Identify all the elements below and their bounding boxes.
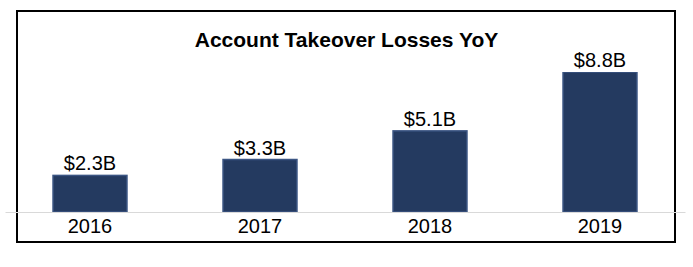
tick: 2018 bbox=[408, 215, 453, 237]
tick-label: 2017 bbox=[238, 215, 283, 237]
bars bbox=[53, 72, 637, 212]
data-label: $2.3B bbox=[64, 152, 116, 174]
data-labels: $2.3B $3.3B $5.1B $8.8B bbox=[64, 49, 626, 174]
tick: 2019 bbox=[578, 215, 623, 237]
bar bbox=[393, 131, 467, 212]
tick-label: 2019 bbox=[578, 215, 623, 237]
bar bbox=[53, 175, 127, 212]
title: Account Takeover Losses YoY bbox=[195, 28, 498, 51]
axis-line bbox=[6, 212, 686, 213]
tick-label: 2018 bbox=[408, 215, 453, 237]
chart: Account Takeover Losses YoY $2.3B $3.3B $5.… bbox=[0, 0, 693, 267]
frame bbox=[17, 11, 675, 242]
tick: 2017 bbox=[238, 215, 283, 237]
tick-label: 2016 bbox=[68, 215, 113, 237]
bar bbox=[223, 160, 297, 213]
tick: 2016 bbox=[68, 215, 113, 237]
data-label: $3.3B bbox=[234, 137, 286, 159]
data-label: $8.8B bbox=[574, 49, 626, 71]
data-label: $5.1B bbox=[404, 108, 456, 130]
bar bbox=[563, 72, 637, 212]
x-axis: 2016 2017 2018 2019 bbox=[6, 213, 686, 238]
